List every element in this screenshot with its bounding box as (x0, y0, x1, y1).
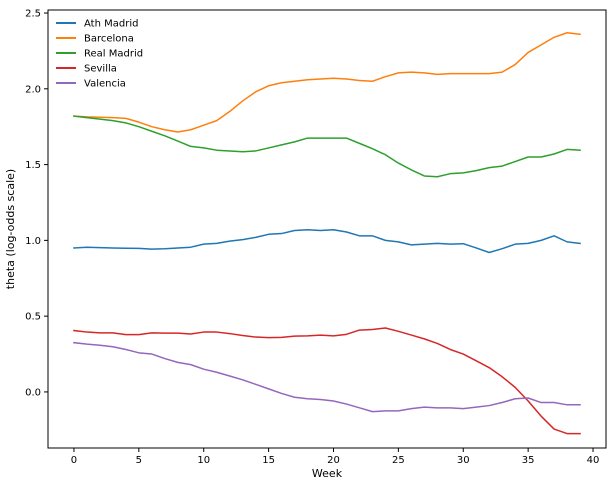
x-axis-label: Week (312, 467, 343, 480)
x-tick-label: 25 (392, 455, 405, 466)
legend-label: Valencia (84, 79, 126, 90)
series-layer (73, 31, 581, 435)
y-tick-label: 2.0 (25, 84, 41, 95)
plot-area (48, 10, 606, 448)
x-tick-label: 30 (457, 455, 470, 466)
series-line-1 (73, 31, 581, 133)
y-axis: 0.0 0.5 1.0 1.5 2.0 2.5 (25, 9, 48, 398)
legend-label: Sevilla (84, 64, 117, 75)
y-axis-label: theta (log-odds scale) (4, 169, 17, 289)
legend-label: Ath Madrid (84, 19, 138, 30)
x-axis: 0 5 10 15 20 25 30 35 40 (71, 448, 600, 466)
y-tick-label: 1.0 (25, 236, 41, 247)
series-line-0 (73, 229, 581, 254)
x-tick-label: 35 (522, 455, 535, 466)
x-tick-label: 40 (587, 455, 600, 466)
legend-label: Barcelona (84, 34, 134, 45)
series-line-4 (73, 341, 581, 413)
x-tick-label: 5 (136, 455, 142, 466)
legend-label: Real Madrid (84, 49, 143, 60)
plot-frame (47, 9, 607, 449)
legend: Ath Madrid Barcelona Real Madrid Sevilla Val… (56, 19, 143, 90)
x-tick-label: 0 (71, 455, 77, 466)
x-tick-label: 20 (327, 455, 340, 466)
x-tick-label: 15 (262, 455, 275, 466)
x-tick-label: 10 (197, 455, 210, 466)
y-tick-label: 2.5 (25, 9, 41, 20)
series-line-3 (73, 327, 581, 435)
series-line-2 (73, 115, 581, 178)
y-tick-label: 0.0 (25, 387, 41, 398)
y-tick-label: 1.5 (25, 160, 41, 171)
y-tick-label: 0.5 (25, 312, 41, 323)
